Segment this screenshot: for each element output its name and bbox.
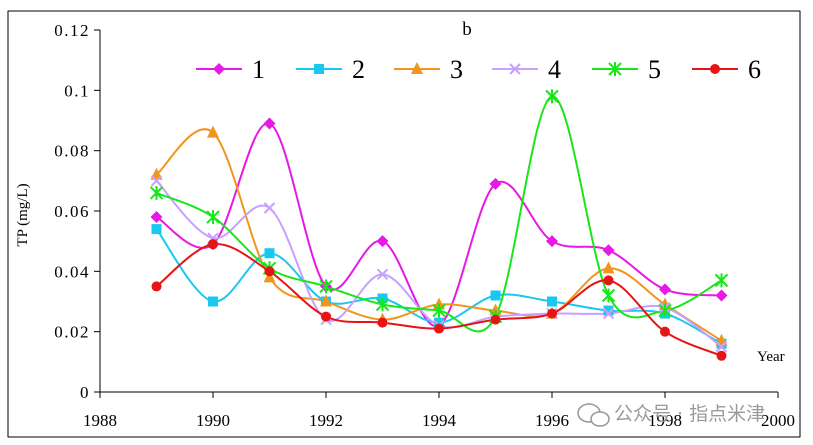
y-tick-label: 0.08 bbox=[54, 142, 90, 161]
data-point-5 bbox=[432, 303, 446, 318]
data-point-6 bbox=[660, 326, 670, 337]
watermark-text: 公众号 · 指点米津 bbox=[614, 403, 765, 425]
data-point-6 bbox=[264, 266, 275, 277]
y-tick-label: 0.04 bbox=[54, 262, 90, 281]
legend-label: 1 bbox=[252, 55, 265, 84]
data-point-6 bbox=[716, 350, 727, 361]
marker-stroke bbox=[602, 307, 615, 320]
data-point-3 bbox=[602, 261, 615, 274]
series-line-3 bbox=[155, 128, 723, 342]
marker-stroke bbox=[150, 175, 163, 187]
data-point-5 bbox=[149, 185, 164, 200]
x-tick-label: 2000 bbox=[761, 411, 795, 430]
data-point-3 bbox=[207, 125, 219, 138]
data-point-4 bbox=[602, 307, 615, 320]
data-point-2 bbox=[151, 224, 162, 235]
legend-item-4: 4 bbox=[492, 55, 561, 84]
legend-item-5: 5 bbox=[592, 55, 661, 84]
data-point-6 bbox=[321, 311, 331, 322]
y-tick-label: 0.06 bbox=[54, 202, 90, 221]
data-point-5 bbox=[375, 297, 390, 312]
series-line-4 bbox=[155, 180, 723, 348]
data-point-1 bbox=[659, 283, 671, 296]
legend-label: 3 bbox=[450, 55, 463, 84]
data-point-5 bbox=[206, 210, 220, 225]
data-point-1 bbox=[376, 235, 389, 248]
watermark: 公众号 · 指点米津 bbox=[577, 403, 765, 427]
legend: 1 2 3 4 5 6 bbox=[196, 55, 761, 84]
legend-marker bbox=[213, 63, 225, 75]
data-point-6 bbox=[434, 323, 444, 334]
data-point-1 bbox=[602, 244, 615, 257]
data-point-4 bbox=[263, 202, 276, 214]
chart-border bbox=[7, 10, 801, 438]
x-tick-label: 1996 bbox=[535, 411, 569, 430]
wechat-icon bbox=[577, 403, 610, 427]
legend-marker bbox=[509, 63, 521, 75]
legend-item-3: 3 bbox=[394, 55, 463, 84]
data-point-6 bbox=[547, 308, 557, 319]
y-tick-label: 0.12 bbox=[54, 21, 90, 40]
data-point-1 bbox=[489, 177, 502, 190]
data-point-6 bbox=[151, 281, 162, 292]
legend-label: 4 bbox=[548, 55, 561, 84]
legend-label: 5 bbox=[648, 55, 661, 84]
x-tick-label: 1998 bbox=[648, 411, 682, 430]
data-point-4 bbox=[715, 341, 728, 353]
data-point-6 bbox=[603, 275, 614, 286]
data-point-1 bbox=[546, 235, 558, 248]
data-point-1 bbox=[150, 211, 163, 224]
x-axis-label: Year bbox=[757, 349, 785, 365]
axes: 0 0.02 0.04 0.06 0.08 0.1 0.12 1988 1990 1992 1994… bbox=[54, 21, 795, 430]
legend-item-1: 1 bbox=[196, 55, 265, 84]
legend-label: 2 bbox=[352, 55, 365, 84]
y-tick-label: 0.1 bbox=[64, 81, 90, 100]
y-axis-label: TP (mg/L) bbox=[15, 183, 31, 246]
legend-label: 6 bbox=[748, 55, 761, 84]
data-point-2 bbox=[208, 296, 218, 307]
legend-item-2: 2 bbox=[296, 55, 365, 84]
data-point-6 bbox=[208, 239, 218, 250]
data-point-6 bbox=[490, 314, 501, 325]
legend-item-6: 6 bbox=[692, 55, 761, 84]
chart-title: b bbox=[462, 19, 472, 40]
data-point-4 bbox=[376, 268, 389, 281]
marker-stroke bbox=[715, 341, 728, 353]
data-point-5 bbox=[714, 273, 729, 288]
data-point-5 bbox=[319, 279, 333, 294]
series-markers bbox=[149, 89, 729, 361]
data-point-5 bbox=[601, 288, 616, 303]
data-point-4 bbox=[150, 175, 163, 187]
y-tick-label: 0 bbox=[80, 383, 90, 402]
data-point-1 bbox=[263, 117, 276, 130]
marker-stroke bbox=[509, 63, 521, 75]
x-tick-label: 1990 bbox=[196, 411, 230, 430]
legend-marker bbox=[710, 64, 720, 74]
data-point-3 bbox=[320, 294, 332, 307]
data-point-5 bbox=[658, 303, 672, 318]
data-point-5 bbox=[545, 89, 559, 104]
data-point-1 bbox=[715, 289, 728, 302]
y-tick-label: 0.02 bbox=[54, 323, 90, 342]
legend-marker bbox=[411, 62, 423, 74]
series-markers-6 bbox=[151, 239, 727, 361]
data-point-2 bbox=[434, 317, 444, 328]
data-point-2 bbox=[547, 296, 557, 307]
data-point-2 bbox=[264, 248, 275, 259]
data-point-6 bbox=[377, 317, 388, 328]
data-point-3 bbox=[263, 270, 276, 283]
x-tick-label: 1988 bbox=[83, 411, 117, 430]
x-tick-label: 1992 bbox=[309, 411, 343, 430]
x-tick-label: 1994 bbox=[422, 411, 457, 430]
data-point-2 bbox=[490, 290, 501, 301]
marker-stroke bbox=[263, 202, 276, 214]
legend-marker bbox=[608, 62, 622, 76]
marker-stroke bbox=[376, 268, 389, 281]
data-point-2 bbox=[603, 305, 614, 316]
legend-marker bbox=[314, 64, 324, 74]
